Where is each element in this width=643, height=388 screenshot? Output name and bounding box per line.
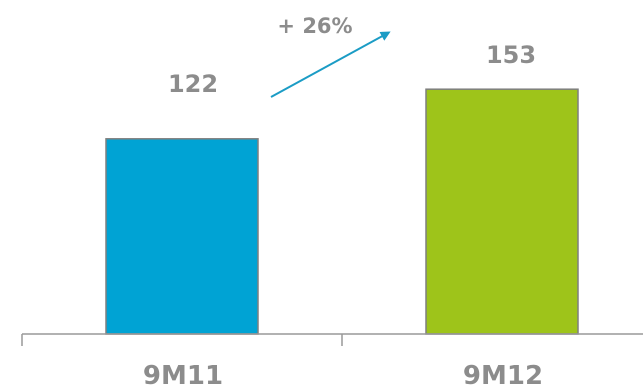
x-tick-label-9m12: 9M12 bbox=[463, 361, 543, 388]
data-label-9m11: 122 bbox=[168, 70, 218, 98]
growth-arrow bbox=[270, 31, 391, 98]
bar-9m12 bbox=[425, 88, 579, 335]
data-label-9m12: 153 bbox=[486, 41, 536, 69]
growth-percent-label: + 26% bbox=[277, 14, 352, 38]
bar-9m11 bbox=[105, 138, 259, 335]
x-tick-label-9m11: 9M11 bbox=[143, 361, 223, 388]
